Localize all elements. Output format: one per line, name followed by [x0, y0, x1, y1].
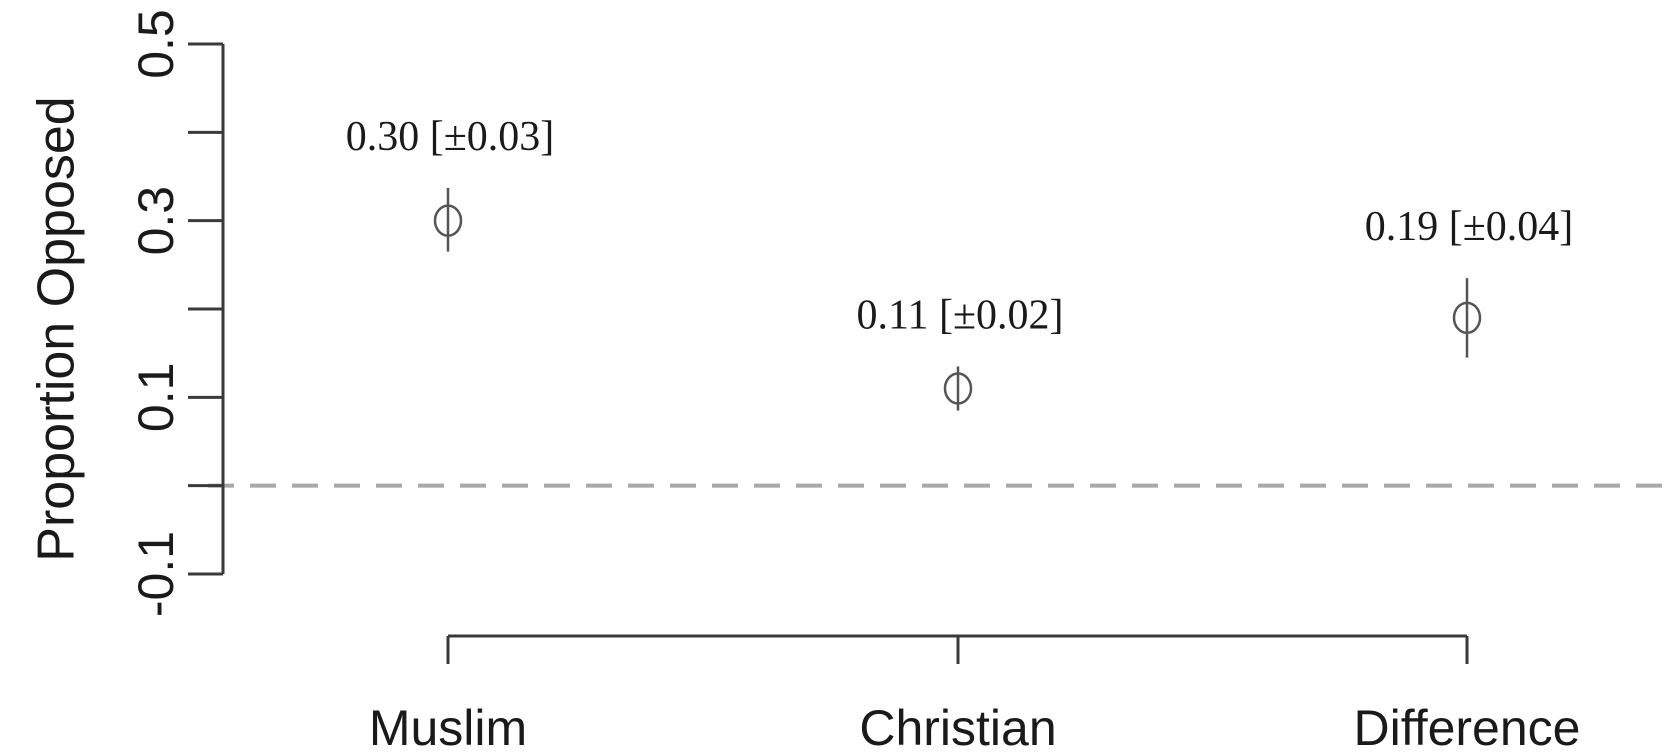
y-axis-title: Proportion Opposed [28, 96, 86, 561]
data-label: 0.30 [±0.03] [346, 114, 555, 160]
x-tick-label: Christian [859, 700, 1056, 752]
y-tick-label: -0.1 [128, 531, 184, 617]
y-tick-label: 0.1 [128, 363, 184, 433]
data-label: 0.19 [±0.04] [1365, 204, 1574, 250]
data-point [433, 204, 463, 237]
data-label: 0.11 [±0.02] [857, 292, 1064, 338]
y-tick-label: 0.3 [128, 186, 184, 256]
data-point [943, 372, 973, 405]
axes-layer: -0.1 0.1 0.3 0.5 Proportion Opposed Muslim Chr… [28, 9, 1581, 752]
x-tick-label: Muslim [369, 700, 527, 752]
marks-layer [433, 187, 1482, 411]
labels-layer: 0.30 [±0.03] 0.11 [±0.02] 0.19 [±0.04] [346, 114, 1574, 338]
x-tick-label: Difference [1354, 700, 1581, 752]
data-point [1452, 301, 1482, 335]
y-tick-label: 0.5 [128, 9, 184, 79]
